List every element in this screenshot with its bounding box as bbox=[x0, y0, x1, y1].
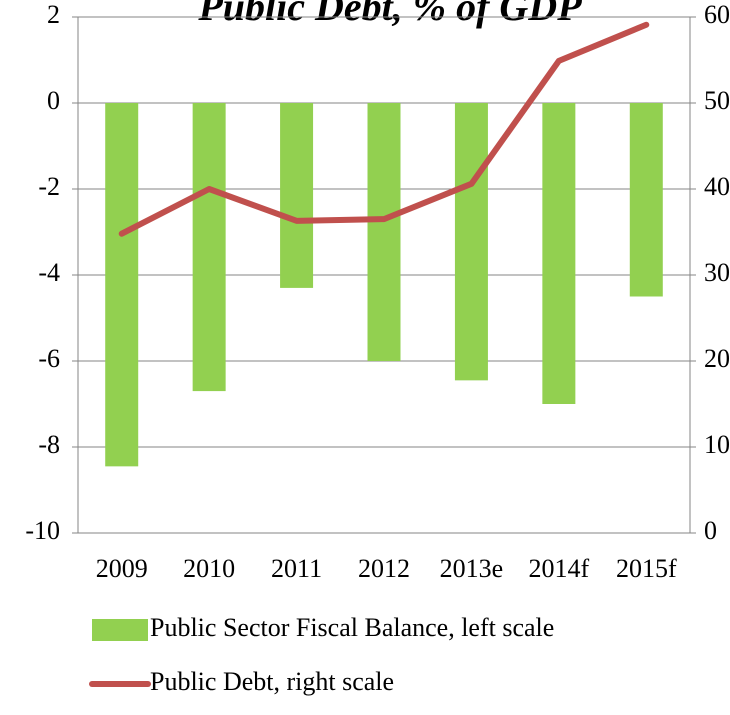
bar bbox=[192, 103, 226, 392]
y2-tick-label: 20 bbox=[704, 344, 730, 373]
line bbox=[118, 21, 650, 237]
x-tick-label: 2009 bbox=[96, 554, 148, 583]
y2-tick-label: 30 bbox=[704, 258, 730, 287]
y2-tick-label: 40 bbox=[704, 172, 730, 201]
x-tick-label: 2010 bbox=[183, 554, 235, 583]
y-tick-label: -8 bbox=[38, 430, 60, 459]
y-tick-label: 2 bbox=[47, 0, 60, 29]
y2-tick-label: 50 bbox=[704, 86, 730, 115]
bar bbox=[542, 103, 576, 404]
legend-label: Public Sector Fiscal Balance, left scale bbox=[150, 613, 554, 642]
y2-tick-label: 60 bbox=[704, 0, 730, 29]
bar bbox=[367, 103, 401, 361]
bar bbox=[454, 103, 488, 381]
y2-tick-label: 10 bbox=[704, 430, 730, 459]
bar bbox=[629, 103, 663, 297]
y-tick-label: -2 bbox=[38, 172, 60, 201]
y-tick-label: -10 bbox=[25, 516, 60, 545]
bar bbox=[280, 103, 314, 288]
y2-tick-label: 0 bbox=[704, 516, 717, 545]
y-tick-label: -6 bbox=[38, 344, 60, 373]
y-tick-label: 0 bbox=[47, 86, 60, 115]
x-tick-label: 2014f bbox=[529, 554, 590, 583]
x-tick-label: 2011 bbox=[271, 554, 322, 583]
legend-label: Public Debt, right scale bbox=[150, 667, 394, 696]
legend-swatch bbox=[92, 619, 148, 641]
y-tick-label: -4 bbox=[38, 258, 60, 287]
x-tick-label: 2013e bbox=[440, 554, 504, 583]
x-tick-label: 2012 bbox=[358, 554, 410, 583]
bar bbox=[105, 103, 139, 467]
chart-title: Public Debt, % of GDP bbox=[197, 0, 582, 29]
x-tick-label: 2015f bbox=[616, 554, 677, 583]
